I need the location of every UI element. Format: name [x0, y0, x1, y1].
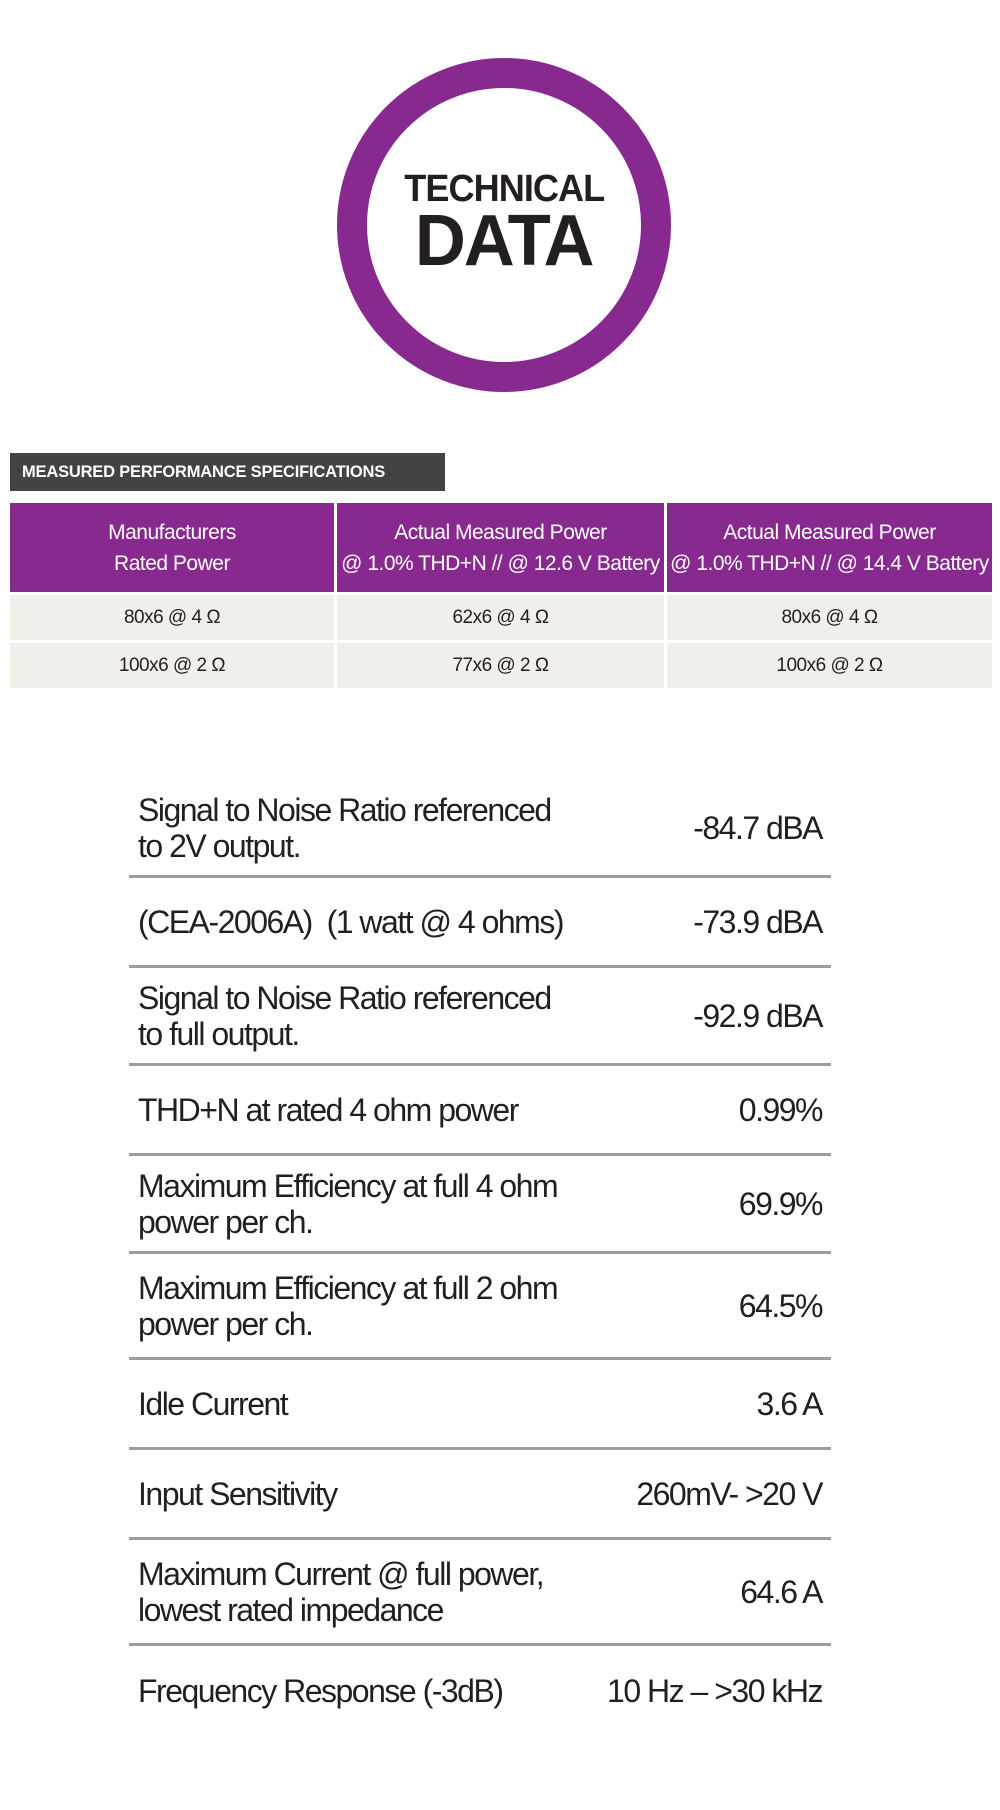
spec-value: 260mV- >20 V — [636, 1475, 823, 1512]
spec-row-max-current: Maximum Current @ full power, lowest rat… — [129, 1540, 831, 1646]
table-cell: 62x6 @ 4 Ω — [337, 595, 664, 640]
spec-label: Signal to Noise Ratio referenced to full… — [138, 979, 552, 1052]
power-table: Manufacturers Rated Power Actual Measure… — [10, 503, 995, 688]
spec-row-efficiency-2ohm: Maximum Efficiency at full 2 ohm power p… — [129, 1254, 831, 1360]
header-line: @ 1.0% THD+N // @ 14.4 V Battery — [670, 551, 989, 575]
spec-value: -84.7 dBA — [693, 809, 823, 846]
spec-row-thd: THD+N at rated 4 ohm power 0.99% — [129, 1066, 831, 1156]
power-table-header-row: Manufacturers Rated Power Actual Measure… — [10, 503, 995, 592]
spec-value: -73.9 dBA — [693, 903, 823, 940]
spec-value: 0.99% — [738, 1091, 824, 1128]
spec-value: 64.5% — [738, 1287, 824, 1324]
spec-label: Maximum Current @ full power, lowest rat… — [138, 1555, 545, 1628]
spec-row-idle-current: Idle Current 3.6 A — [129, 1360, 831, 1450]
spec-label: (CEA-2006A) (1 watt @ 4 ohms) — [138, 903, 564, 940]
header-line: Actual Measured Power — [394, 520, 607, 544]
spec-row-snr-full: Signal to Noise Ratio referenced to full… — [129, 968, 831, 1066]
spec-label: Idle Current — [138, 1385, 289, 1422]
table-cell: 100x6 @ 2 Ω — [667, 643, 992, 688]
header-line: Manufacturers — [108, 520, 236, 544]
spec-label: Frequency Response (-3dB) — [138, 1673, 504, 1709]
spec-row-cea: (CEA-2006A) (1 watt @ 4 ohms) -73.9 dBA — [129, 878, 831, 968]
power-table-row: 100x6 @ 2 Ω 77x6 @ 2 Ω 100x6 @ 2 Ω — [10, 643, 995, 688]
spec-label: Input Sensitivity — [138, 1475, 338, 1512]
header-cell-measured-12v: Actual Measured Power @ 1.0% THD+N // @ … — [337, 503, 664, 592]
technical-data-emblem: TECHNICAL DATA — [337, 58, 671, 392]
header-line: Actual Measured Power — [723, 520, 936, 544]
table-cell: 80x6 @ 4 Ω — [667, 595, 992, 640]
header-line: @ 1.0% THD+N // @ 12.6 V Battery — [341, 551, 660, 575]
spec-label: THD+N at rated 4 ohm power — [138, 1091, 519, 1128]
power-table-row: 80x6 @ 4 Ω 62x6 @ 4 Ω 80x6 @ 4 Ω — [10, 595, 995, 640]
emblem-title-line1: TECHNICAL — [403, 168, 605, 210]
spec-value: 10 Hz – >30 kHz — [607, 1673, 823, 1709]
header-line: Rated Power — [114, 551, 230, 575]
emblem-title-line2: DATA — [415, 201, 595, 281]
spec-label: Signal to Noise Ratio referenced to 2V o… — [138, 791, 552, 864]
header-cell-rated-power: Manufacturers Rated Power — [10, 503, 334, 592]
spec-value: -92.9 dBA — [693, 997, 823, 1034]
table-cell: 77x6 @ 2 Ω — [337, 643, 664, 688]
spec-label: Maximum Efficiency at full 2 ohm power p… — [138, 1269, 559, 1342]
spec-row-input-sensitivity: Input Sensitivity 260mV- >20 V — [129, 1450, 831, 1540]
spec-value: 64.6 A — [740, 1573, 823, 1610]
table-cell: 100x6 @ 2 Ω — [10, 643, 334, 688]
spec-label: Maximum Efficiency at full 4 ohm power p… — [138, 1167, 559, 1240]
spec-row-frequency-response: Frequency Response (-3dB) 10 Hz – >30 kH… — [129, 1646, 831, 1736]
section-label: MEASURED PERFORMANCE SPECIFICATIONS — [10, 453, 445, 491]
table-cell: 80x6 @ 4 Ω — [10, 595, 334, 640]
specs-list: Signal to Noise Ratio referenced to 2V o… — [129, 780, 831, 1736]
spec-row-efficiency-4ohm: Maximum Efficiency at full 4 ohm power p… — [129, 1156, 831, 1254]
spec-value: 3.6 A — [756, 1385, 824, 1422]
header-cell-measured-14v: Actual Measured Power @ 1.0% THD+N // @ … — [667, 503, 992, 592]
spec-value: 69.9% — [738, 1185, 824, 1222]
spec-row-snr-2v: Signal to Noise Ratio referenced to 2V o… — [129, 780, 831, 878]
